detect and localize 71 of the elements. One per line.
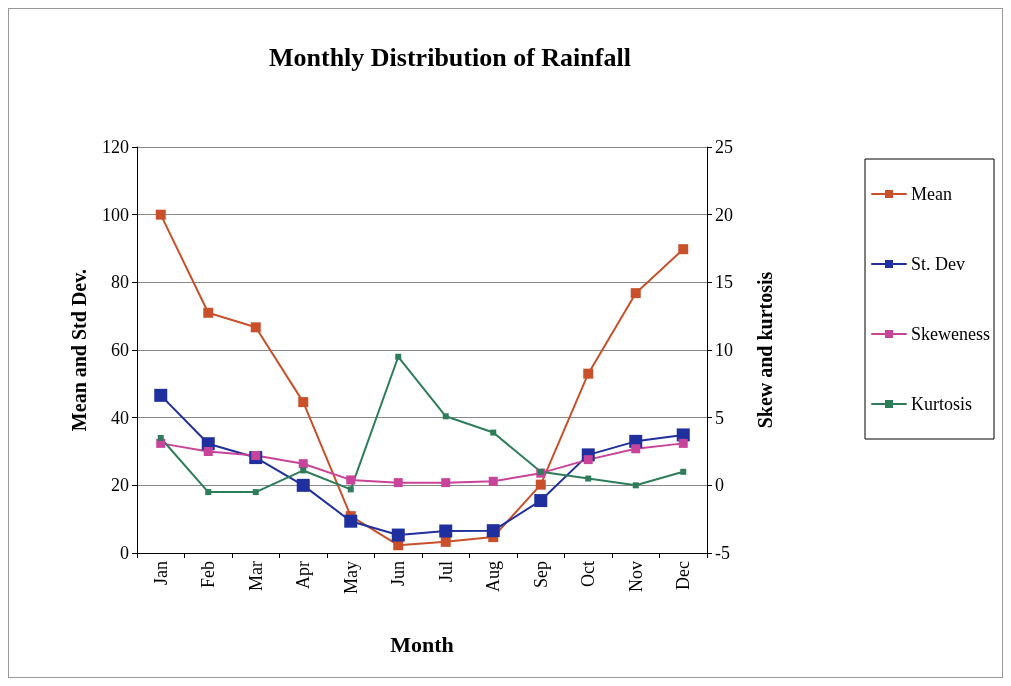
- y2-tick-label: 20: [715, 204, 733, 225]
- point: [585, 475, 592, 482]
- legend-label: St. Dev: [911, 254, 966, 274]
- y-tick-label: 40: [111, 407, 129, 428]
- point: [631, 444, 641, 454]
- point: [298, 459, 308, 469]
- point: [296, 478, 310, 492]
- point: [203, 447, 213, 456]
- x-tick-label: Nov: [625, 561, 646, 592]
- point: [203, 307, 214, 318]
- point: [347, 486, 354, 493]
- point: [344, 514, 358, 528]
- point: [154, 388, 168, 402]
- point: [393, 478, 403, 488]
- point: [441, 478, 451, 488]
- point: [442, 413, 449, 420]
- point: [155, 209, 166, 220]
- legend-label: Mean: [911, 184, 952, 204]
- point: [632, 482, 639, 489]
- point: [157, 434, 164, 441]
- point: [680, 468, 687, 475]
- y2-tick-label: 5: [715, 407, 724, 428]
- x-tick-label: Jan: [150, 561, 171, 585]
- y-tick-label: 100: [102, 204, 129, 225]
- x-tick-label: Dec: [673, 561, 694, 590]
- y2-tick-label: 25: [715, 137, 733, 157]
- point: [205, 489, 212, 496]
- y-tick-label: 0: [120, 543, 129, 563]
- y-tick-label: 20: [111, 475, 129, 496]
- point: [534, 494, 548, 508]
- point: [630, 288, 641, 299]
- x-tick-label: Mar: [245, 561, 266, 591]
- point: [250, 322, 261, 333]
- point: [486, 524, 500, 538]
- point: [440, 536, 451, 547]
- point: [488, 476, 498, 486]
- point: [298, 397, 309, 408]
- point: [583, 455, 593, 465]
- y2-tick-label: -5: [715, 543, 730, 563]
- point: [535, 479, 546, 490]
- x-tick-label: Apr: [293, 561, 314, 589]
- y-tick-label: 120: [102, 137, 129, 157]
- point: [490, 429, 497, 436]
- y2-tick-label: 10: [715, 340, 733, 360]
- legend-label: Skeweness: [911, 324, 991, 344]
- point: [583, 368, 594, 379]
- x-tick-label: May: [340, 561, 361, 594]
- x-tick-label: Sep: [530, 561, 551, 588]
- chart-title: Monthly Distribution of Rainfall: [269, 42, 631, 72]
- y-axis-title: Mean and Std Dev.: [68, 268, 90, 432]
- point: [252, 489, 259, 496]
- y2-tick-label: 0: [715, 475, 724, 496]
- x-tick-label: Oct: [578, 561, 599, 587]
- point: [251, 451, 261, 461]
- y-tick-label: 80: [111, 272, 129, 293]
- x-axis-title: Month: [390, 631, 454, 657]
- y2-tick-label: 15: [715, 272, 733, 293]
- point: [300, 467, 307, 474]
- legend-label: Kurtosis: [911, 394, 973, 414]
- x-tick-label: Jul: [435, 561, 456, 583]
- point: [346, 475, 356, 485]
- point: [391, 528, 405, 542]
- y-tick-label: 60: [111, 340, 129, 360]
- y2-axis-title: Skew and kurtosis: [754, 271, 776, 429]
- x-tick-label: Jun: [388, 561, 409, 587]
- x-tick-label: Aug: [483, 561, 504, 592]
- point: [395, 353, 402, 360]
- x-tick-label: Feb: [198, 561, 219, 588]
- point: [678, 438, 688, 448]
- point: [439, 524, 453, 538]
- point: [678, 244, 689, 255]
